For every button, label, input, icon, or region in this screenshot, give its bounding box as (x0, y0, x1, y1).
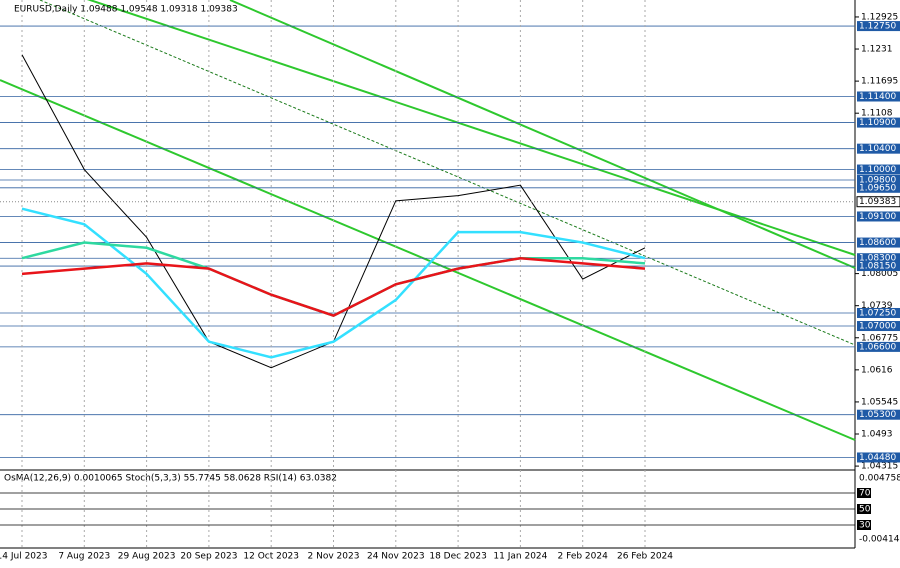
trend-line (39, 0, 856, 346)
level-label: 1.07000 (859, 322, 896, 332)
x-tick-label: 29 Aug 2023 (118, 552, 176, 562)
level-label: 1.06600 (859, 342, 896, 352)
trend-line (0, 79, 856, 441)
level-label-bg (857, 253, 900, 264)
y-tick-label: 1.1108 (861, 109, 893, 119)
series-line (21, 256, 646, 317)
level-label: 1.04480 (859, 453, 896, 463)
level-label: 1.08150 (859, 262, 896, 272)
x-tick-label: 7 Aug 2023 (58, 552, 110, 562)
y-tick-label: 1.0493 (861, 430, 893, 440)
series-line (21, 207, 646, 359)
y-tick-label: 1.08005 (861, 269, 898, 279)
level-label: 1.11400 (859, 92, 896, 102)
x-tick-label: 11 Jan 2024 (493, 552, 547, 562)
level-label: 1.09800 (859, 175, 896, 185)
x-tick-label: 26 Feb 2024 (617, 552, 673, 562)
level-label-bg (857, 182, 900, 193)
level-label-bg (857, 409, 900, 420)
y-tick-label: 1.06775 (861, 333, 898, 343)
osc-tick-label: 70 (859, 489, 871, 499)
level-label: 1.10000 (859, 165, 896, 175)
osc-tick-label: 30 (859, 521, 871, 531)
level-label-bg (857, 174, 900, 185)
x-tick-label: 18 Dec 2023 (429, 552, 487, 562)
level-label: 1.08300 (859, 254, 896, 264)
x-tick-label: 14 Jul 2023 (0, 552, 47, 562)
x-tick-label: 2 Feb 2024 (558, 552, 609, 562)
level-label-bg (857, 117, 900, 128)
level-label: 1.12750 (859, 22, 896, 32)
y-tick-label: 1.1231 (861, 45, 893, 55)
level-label-bg (857, 321, 900, 332)
osc-label-bg (857, 488, 871, 498)
level-label: 1.05300 (859, 410, 896, 420)
indicator-title: OsMA(12,26,9) 0.0010065 Stoch(5,3,3) 55.… (4, 474, 337, 484)
osc-label-bg (857, 504, 871, 514)
level-label-bg (857, 307, 900, 318)
y-tick-label: 1.0616 (861, 365, 893, 375)
level-label: 1.10900 (859, 118, 896, 128)
osma-tick-label: 0.0047582 (859, 474, 900, 484)
trend-line (229, 0, 856, 269)
level-label-bg (857, 211, 900, 222)
level-label-bg (857, 237, 900, 248)
level-label: 1.07250 (859, 308, 896, 318)
level-label: 1.09650 (859, 183, 896, 193)
level-label-bg (857, 452, 900, 463)
level-label-bg (857, 164, 900, 175)
chart-title: EURUSD,Daily 1.09488 1.09548 1.09318 1.0… (14, 5, 238, 15)
x-tick-label: 12 Oct 2023 (243, 552, 299, 562)
x-tick-label: 2 Nov 2023 (308, 552, 360, 562)
y-tick-label: 1.11695 (861, 77, 898, 87)
level-label: 1.08600 (859, 238, 896, 248)
osc-tick-label: 50 (859, 505, 871, 515)
x-tick-label: 20 Sep 2023 (180, 552, 237, 562)
y-tick-label: 1.04315 (861, 462, 898, 472)
y-tick-label: 1.12925 (861, 12, 898, 22)
level-label-bg (857, 143, 900, 154)
level-label: 1.09100 (859, 212, 896, 222)
current-price-bg (856, 196, 900, 208)
level-label-bg (857, 21, 900, 32)
x-tick-label: 24 Nov 2023 (367, 552, 425, 562)
y-tick-label: 1.05545 (861, 397, 898, 407)
level-label-bg (857, 91, 900, 102)
level-label-bg (857, 261, 900, 272)
osma-tick-label: -0.004144 (859, 535, 900, 545)
current-price-label: 1.09383 (859, 197, 896, 207)
level-label-bg (857, 341, 900, 352)
level-label: 1.10400 (859, 144, 896, 154)
osc-label-bg (857, 520, 871, 530)
y-tick-label: 1.0739 (861, 301, 893, 311)
